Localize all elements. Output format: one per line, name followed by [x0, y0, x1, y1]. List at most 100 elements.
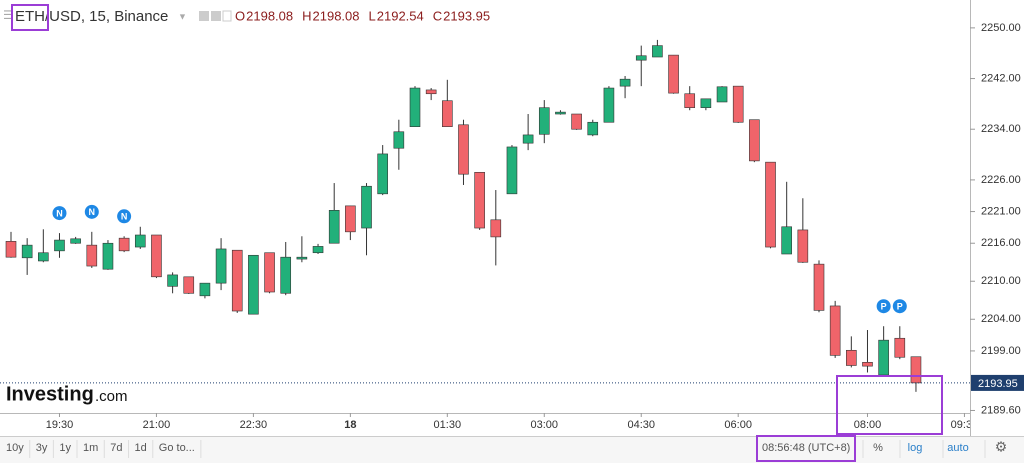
candle-body [684, 93, 696, 108]
candle-body [183, 276, 195, 294]
symbol-title[interactable]: ETH/USD, 15, Binance [15, 8, 168, 25]
y-tick-label: 2242.00 [981, 72, 1021, 84]
toolbar [0, 436, 1024, 463]
candle-body [231, 249, 243, 312]
candle-body [264, 252, 275, 293]
range-button[interactable]: 1d [135, 442, 147, 454]
x-tick-label: 18 [344, 419, 356, 431]
icon-settings[interactable] [211, 11, 221, 21]
candle-body [280, 256, 292, 294]
event-marker-label: N [56, 208, 63, 218]
candle-body [377, 153, 388, 195]
event-marker-label: N [121, 212, 128, 222]
x-tick-label: 19:30 [46, 419, 74, 431]
candle-body [716, 86, 728, 103]
candle-body [765, 161, 776, 248]
candle-body [506, 146, 518, 195]
y-tick-label: 2226.00 [981, 174, 1021, 186]
candle-body [700, 98, 712, 108]
y-tick-label: 2204.00 [981, 313, 1021, 325]
y-tick-label: 2189.60 [981, 404, 1021, 416]
candle-body [151, 234, 162, 278]
candle-body [38, 252, 49, 262]
event-marker[interactable] [84, 204, 99, 219]
scale-option[interactable]: % [873, 442, 883, 454]
range-button[interactable]: Go to... [159, 442, 195, 454]
scale-option[interactable]: log [908, 442, 923, 454]
dropdown-arrow[interactable]: ▼ [178, 11, 187, 21]
highlight-box [756, 435, 856, 462]
ohlc-value: 2193.95 [443, 8, 490, 23]
x-tick-label: 21:00 [143, 419, 171, 431]
logo-name: Investing [6, 383, 94, 405]
candle-body [215, 248, 227, 284]
candle-body [732, 85, 744, 123]
candle-body [409, 87, 421, 127]
candle-body [248, 254, 259, 315]
candle-body [393, 131, 405, 149]
last-price-tag [971, 374, 1024, 391]
candle-body [118, 237, 130, 252]
range-button[interactable]: 3y [36, 442, 48, 454]
candle-body [910, 356, 922, 384]
logo-suffix: .com [95, 388, 128, 405]
y-tick-label: 2250.00 [981, 22, 1021, 34]
scale-option[interactable]: auto [947, 442, 968, 454]
candle-body [425, 89, 437, 95]
candle-body [296, 256, 308, 260]
icon-eye[interactable] [199, 11, 209, 21]
candle-body [312, 246, 324, 254]
x-tick-label: 22:30 [240, 419, 268, 431]
candle-body [102, 242, 114, 270]
range-button[interactable]: 1m [83, 442, 98, 454]
candle-body [538, 107, 550, 135]
event-marker[interactable] [876, 299, 891, 314]
candle-body [474, 171, 485, 229]
event-marker-label: P [897, 302, 903, 312]
menu-icon[interactable]: ☰ [3, 8, 14, 22]
ohlc-key: O [235, 8, 245, 23]
candle-body [490, 219, 502, 238]
candle-body [862, 362, 873, 367]
last-price-label: 2193.95 [978, 378, 1018, 390]
ohlc-value: 2192.54 [377, 8, 424, 23]
candle-body [603, 87, 615, 123]
clock: 08:56:48 (UTC+8) [762, 442, 850, 454]
event-marker[interactable] [52, 206, 67, 221]
candle-body [522, 134, 534, 144]
y-tick-label: 2210.00 [981, 275, 1021, 287]
x-tick-label: 03:00 [531, 419, 559, 431]
candle-body [328, 210, 340, 244]
ohlc-value: 2198.08 [313, 8, 360, 23]
x-tick-label: 09:30 [951, 419, 979, 431]
candle-body [829, 305, 841, 356]
highlight-box [11, 4, 49, 31]
candle-body [635, 55, 647, 61]
range-button[interactable]: 1y [59, 442, 71, 454]
candle-body [21, 244, 33, 259]
candle-body [587, 121, 599, 136]
ohlc-key: C [433, 8, 442, 23]
range-button[interactable]: 10y [6, 442, 24, 454]
event-marker[interactable] [117, 209, 132, 224]
settings-gear[interactable]: ⚙ [995, 439, 1008, 455]
event-marker[interactable] [892, 299, 907, 314]
event-marker-label: P [881, 302, 887, 312]
x-tick-label: 01:30 [434, 419, 462, 431]
plot: 19:30 21:00 22:30 18 01:30 03:00 04:30 06:00 08:… [0, 39, 979, 431]
candle-body [5, 241, 17, 258]
ohlc-key: H [302, 8, 311, 23]
range-button[interactable]: 7d [110, 442, 122, 454]
ohlc-key: L [369, 8, 376, 23]
icon-close[interactable] [222, 10, 232, 22]
candle-body [167, 274, 178, 287]
y-tick-label: 2221.00 [981, 205, 1021, 217]
candle-body [555, 111, 566, 115]
price-axis: 2250.00 2242.00 2234.00 2226.00 2221.00 2216.… [970, 22, 1024, 416]
candle-body [134, 234, 146, 248]
candle-body [442, 100, 453, 127]
candle-body [345, 205, 356, 233]
candle-body [668, 54, 679, 94]
